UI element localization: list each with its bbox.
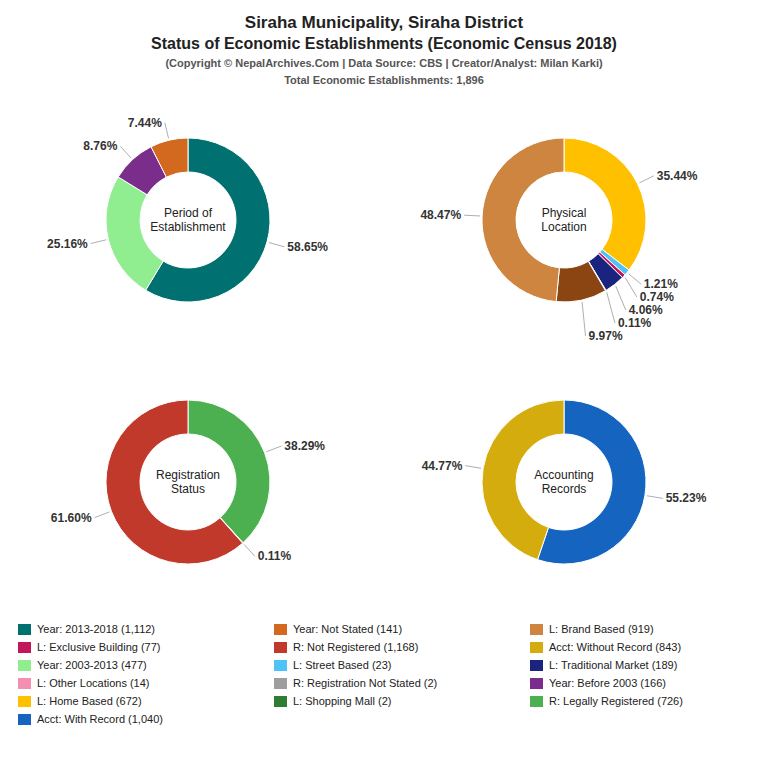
svg-text:9.97%: 9.97%	[589, 329, 623, 343]
html-text:Acct: Without Record (843): Acct: Without Record (843)	[549, 641, 682, 653]
html-text:L: Shopping Mall (2): L: Shopping Mall (2)	[293, 695, 392, 707]
html-text:Physical Location: Physical Location	[541, 206, 587, 234]
svg-text:48.47%: 48.47%	[420, 208, 461, 222]
html-text:Year: Before 2003 (166): Year: Before 2003 (166)	[549, 677, 666, 689]
html-text:R: Not Registered (1,168): R: Not Registered (1,168)	[293, 641, 419, 653]
svg-text:8.76%: 8.76%	[83, 139, 117, 153]
svg-text:35.44%: 35.44%	[657, 169, 698, 183]
html-text:(Copyright © NepalArchives.Com: (Copyright © NepalArchives.Com | Data So…	[165, 57, 603, 69]
html-text:Year: Not Stated (141): Year: Not Stated (141)	[293, 623, 403, 635]
html-text:Accounting Records: Accounting Records	[534, 468, 594, 496]
svg-text:44.77%: 44.77%	[422, 459, 463, 473]
html-text:Period of Establishment: Period of Establishment	[150, 206, 226, 234]
svg-text:58.65%: 58.65%	[287, 240, 328, 254]
svg-text:1.21%: 1.21%	[644, 277, 678, 291]
html-text:Year: 2003-2013 (477): Year: 2003-2013 (477)	[37, 659, 147, 671]
svg-text:25.16%: 25.16%	[47, 237, 88, 251]
html-text:Year: 2013-2018 (1,112): Year: 2013-2018 (1,112)	[37, 623, 155, 635]
html-text:L: Street Based (23): L: Street Based (23)	[293, 659, 392, 671]
html-text:L: Traditional Market (189): L: Traditional Market (189)	[549, 659, 678, 671]
svg-text:4.06%: 4.06%	[629, 303, 663, 317]
svg-text:38.29%: 38.29%	[284, 439, 325, 453]
html-text:Status of Economic Establishme: Status of Economic Establishments (Econo…	[151, 35, 617, 52]
svg-text:61.60%: 61.60%	[51, 511, 92, 525]
html-text:Registration Status: Registration Status	[156, 468, 220, 496]
html-text:R: Legally Registered (726): R: Legally Registered (726)	[549, 695, 683, 707]
svg-text:0.74%: 0.74%	[640, 290, 674, 304]
html-text:Total Economic Establishments:: Total Economic Establishments: 1,896	[284, 74, 484, 86]
svg-text:7.44%: 7.44%	[128, 116, 162, 130]
html-text:L: Home Based (672): L: Home Based (672)	[37, 695, 142, 707]
html-text:L: Other Locations (14): L: Other Locations (14)	[37, 677, 150, 689]
svg-text:0.11%: 0.11%	[258, 549, 292, 563]
html-text:R: Registration Not Stated (2): R: Registration Not Stated (2)	[293, 677, 438, 689]
html-text:L: Brand Based (919): L: Brand Based (919)	[549, 623, 654, 635]
svg-text:55.23%: 55.23%	[666, 491, 707, 505]
svg-text:0.11%: 0.11%	[618, 316, 652, 330]
html-text:Acct: With Record (1,040): Acct: With Record (1,040)	[37, 713, 163, 725]
html-text:Siraha Municipality, Siraha Di: Siraha Municipality, Siraha District	[244, 13, 524, 32]
html-text:L: Exclusive Building (77): L: Exclusive Building (77)	[37, 641, 161, 653]
